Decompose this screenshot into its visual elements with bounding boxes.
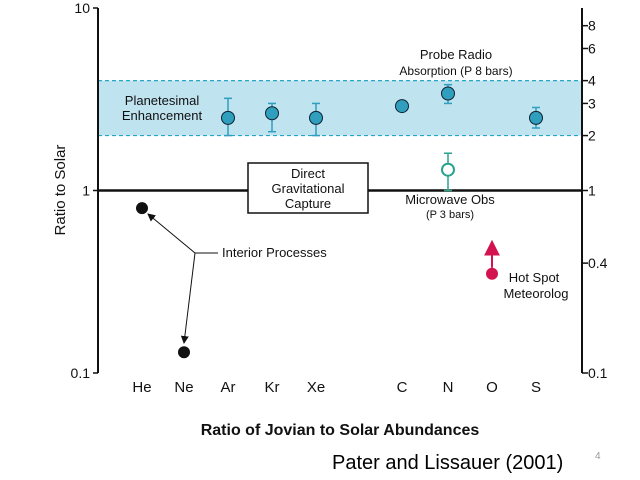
probe-data-point <box>529 110 543 125</box>
planetesimal-band <box>98 80 582 136</box>
x-tick-label: He <box>132 379 151 396</box>
left-tick-label: 0.1 <box>71 365 91 381</box>
interior-data-point <box>136 202 148 215</box>
y-axis-label: Ratio to Solar <box>52 145 69 236</box>
right-tick-label: 4 <box>588 73 596 89</box>
right-tick-label: 2 <box>588 128 596 144</box>
hot-spot-label: Meteorolog <box>503 286 568 301</box>
right-tick-label: 0.4 <box>588 255 608 271</box>
interior-arrow-he <box>147 213 196 254</box>
left-tick-label: 1 <box>82 183 90 199</box>
right-tick-label: 1 <box>588 183 596 199</box>
right-tick-label: 8 <box>588 18 596 34</box>
probe-data-point <box>395 99 409 114</box>
direct-capture-label: Gravitational <box>272 181 345 196</box>
probe-radio-label: Probe Radio <box>420 47 492 62</box>
direct-capture-label: Direct <box>291 166 325 181</box>
x-tick-label: Ar <box>221 379 236 396</box>
x-tick-label: O <box>486 379 498 396</box>
right-tick-label: 3 <box>588 95 596 111</box>
probe-data-point <box>265 106 279 121</box>
hot-spot-label: Hot Spot <box>509 270 560 285</box>
band-label: Enhancement <box>122 108 203 123</box>
interior-data-point <box>178 346 190 359</box>
probe-data-point <box>221 110 235 125</box>
right-tick-label: 6 <box>588 40 596 56</box>
microwave-data-point <box>441 162 455 177</box>
x-tick-label: Ne <box>174 379 193 396</box>
slide-number: 4 <box>595 451 601 462</box>
left-tick-label: 10 <box>74 0 90 16</box>
microwave-label: Microwave Obs <box>405 192 495 207</box>
x-tick-label: Kr <box>265 379 280 396</box>
direct-capture-box <box>247 162 369 214</box>
hot-spot-data-point <box>486 267 498 280</box>
x-tick-label: N <box>443 379 454 396</box>
x-tick-label: Xe <box>307 379 325 396</box>
interior-arrow-ne <box>180 252 196 344</box>
right-tick-label: 0.1 <box>588 365 608 381</box>
probe-radio-label: Absorption (P 8 bars) <box>399 64 512 78</box>
band-label: Planetesimal <box>125 93 200 108</box>
probe-data-point <box>309 110 323 125</box>
x-tick-label: S <box>531 379 541 396</box>
citation: Pater and Lissauer (2001) <box>332 452 564 474</box>
x-axis-label: Ratio of Jovian to Solar Abundances <box>200 422 480 439</box>
direct-capture-label: Capture <box>285 196 331 211</box>
microwave-label: (P 3 bars) <box>426 209 474 221</box>
x-tick-label: C <box>397 379 408 396</box>
interior-processes-label: Interior Processes <box>222 245 327 260</box>
probe-data-point <box>441 86 455 101</box>
